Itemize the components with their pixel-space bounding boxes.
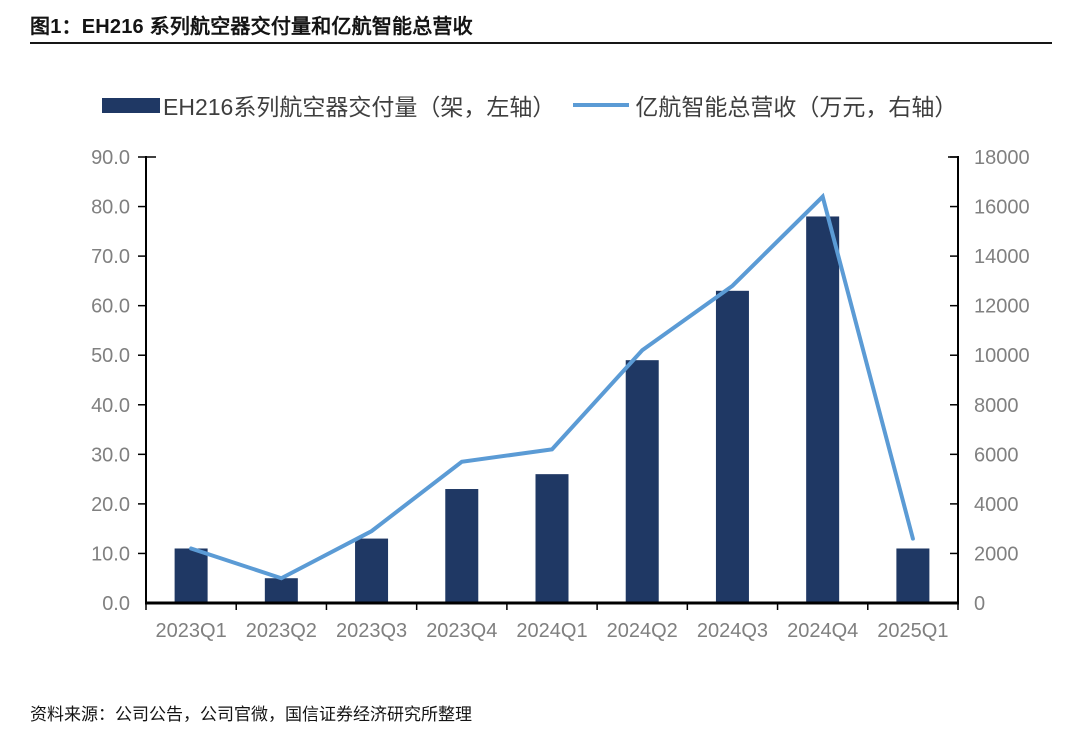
right-axis-tick-label: 12000 bbox=[974, 296, 1030, 318]
revenue-line bbox=[189, 192, 915, 581]
bar-2023Q2 bbox=[264, 578, 298, 603]
bar-2024Q1 bbox=[535, 474, 569, 603]
left-axis-tick-label: 90.0 bbox=[91, 147, 130, 169]
right-axis-tick-label: 4000 bbox=[974, 494, 1019, 516]
chart-legend: EH216系列航空器交付量（架，左轴） 亿航智能总营收（万元，右轴） bbox=[102, 88, 957, 122]
bar-2023Q3 bbox=[355, 538, 389, 603]
bar-2023Q1 bbox=[174, 548, 208, 603]
left-axis-tick-label: 70.0 bbox=[91, 246, 130, 268]
right-axis-tick-label: 2000 bbox=[974, 543, 1019, 565]
legend-line-swatch-icon bbox=[573, 103, 630, 107]
x-axis-label: 2024Q2 bbox=[607, 620, 678, 642]
right-axis-tick-label: 18000 bbox=[974, 147, 1030, 169]
x-axis-label: 2025Q1 bbox=[877, 620, 948, 642]
x-axis-label: 2024Q4 bbox=[787, 620, 858, 642]
source-note: 资料来源：公司公告，公司官微，国信证券经济研究所整理 bbox=[30, 705, 472, 724]
title-divider bbox=[30, 42, 1052, 44]
legend-bar-label: EH216系列航空器交付量（架，左轴） bbox=[163, 94, 556, 120]
right-axis-tick-label: 6000 bbox=[974, 444, 1019, 466]
x-axis-label: 2023Q4 bbox=[426, 620, 497, 642]
x-axis-label: 2024Q1 bbox=[516, 620, 587, 642]
right-axis-tick-label: 0 bbox=[974, 593, 985, 615]
x-axis-label: 2023Q1 bbox=[156, 620, 227, 642]
chart-canvas: 0.0 10.0 20.0 30.0 40.0 50.0 60.0 70.0 80.0 90.0 0… bbox=[91, 147, 1030, 642]
right-axis-tick-label: 10000 bbox=[974, 345, 1030, 367]
left-axis-tick-label: 0.0 bbox=[102, 593, 130, 615]
bar-2023Q4 bbox=[445, 489, 479, 603]
left-axis-tick-label: 80.0 bbox=[91, 197, 130, 219]
right-axis-tick-label: 14000 bbox=[974, 246, 1030, 268]
left-axis-tick-label: 50.0 bbox=[91, 345, 130, 367]
bar-2024Q2 bbox=[625, 360, 659, 603]
x-axis-label: 2024Q3 bbox=[697, 620, 768, 642]
right-axis-tick-label: 8000 bbox=[974, 395, 1019, 417]
bar-2024Q4 bbox=[806, 216, 840, 603]
bar-2025Q1 bbox=[896, 548, 930, 603]
left-axis-tick-label: 40.0 bbox=[91, 395, 130, 417]
x-axis-label: 2023Q3 bbox=[336, 620, 407, 642]
figure-title: 图1：EH216 系列航空器交付量和亿航智能总营收 bbox=[30, 16, 473, 38]
legend-line-label: 亿航智能总营收（万元，右轴） bbox=[635, 94, 958, 120]
x-axis-label: 2023Q2 bbox=[246, 620, 317, 642]
left-axis-tick-label: 30.0 bbox=[91, 444, 130, 466]
delivery-revenue-chart: 0.0 10.0 20.0 30.0 40.0 50.0 60.0 70.0 80.0 90.0 0… bbox=[0, 135, 1080, 655]
right-axis-tick-label: 16000 bbox=[974, 197, 1030, 219]
legend-bar-swatch-icon bbox=[102, 97, 160, 113]
bar-2024Q3 bbox=[715, 290, 749, 603]
left-axis-tick-label: 20.0 bbox=[91, 494, 130, 516]
left-axis-tick-label: 10.0 bbox=[91, 543, 130, 565]
left-axis-tick-label: 60.0 bbox=[91, 296, 130, 318]
